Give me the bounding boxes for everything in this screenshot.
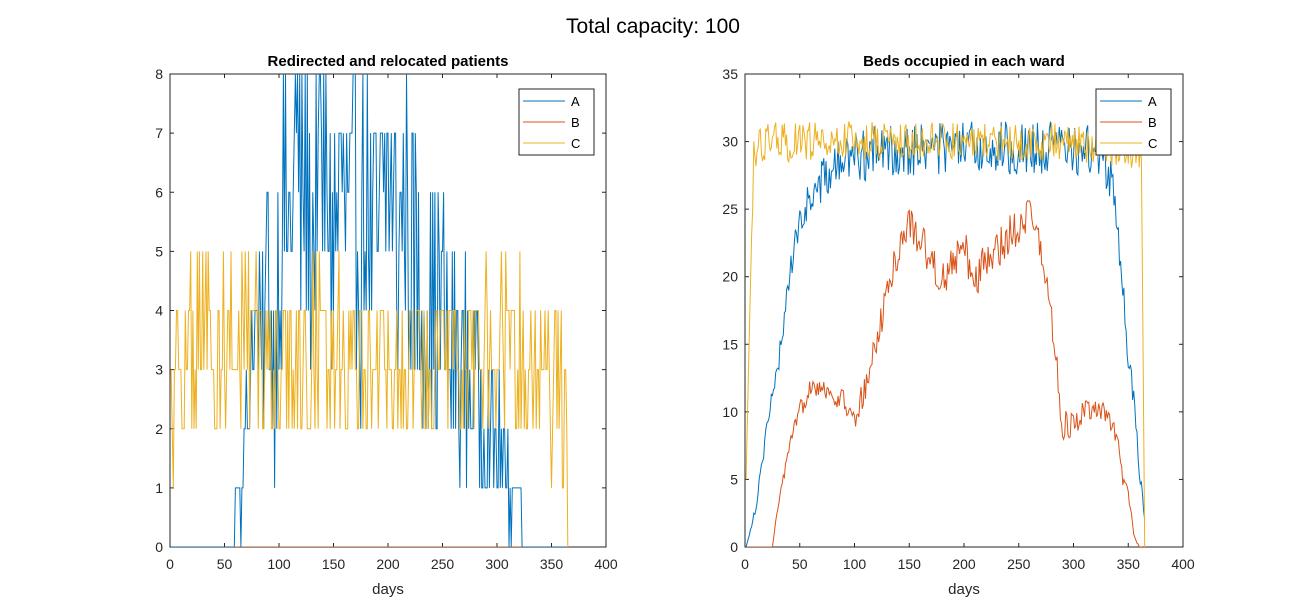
x-tick-label: 150 <box>322 556 346 572</box>
x-tick-label: 400 <box>594 556 618 572</box>
x-tick-label: 100 <box>843 556 867 572</box>
legend-label-a: A <box>1148 94 1157 109</box>
x-tick-label: 300 <box>485 556 509 572</box>
chart-title-redirected: Redirected and relocated patients <box>268 53 509 70</box>
legend: ABC <box>518 88 595 156</box>
y-tick-label: 2 <box>155 421 163 437</box>
x-tick-label: 50 <box>217 556 233 572</box>
y-tick-label: 0 <box>730 539 738 555</box>
x-tick-label: 150 <box>898 556 922 572</box>
y-tick-label: 30 <box>722 134 738 150</box>
x-tick-label: 200 <box>952 556 976 572</box>
figure-suptitle: Total capacity: 100 <box>566 15 740 38</box>
chart-beds-occupied: Beds occupied in each ward days 0 50 100 15… <box>722 53 1194 598</box>
y-tick-label: 20 <box>722 269 738 285</box>
x-tick-label: 250 <box>1007 556 1031 572</box>
series-line-b <box>746 200 1145 547</box>
y-tick-label: 8 <box>155 66 163 82</box>
x-tick-label: 50 <box>792 556 808 572</box>
x-tick-label: 200 <box>376 556 400 572</box>
series-line-a <box>745 121 1146 547</box>
x-tick-label: 0 <box>741 556 749 572</box>
chart-title-beds: Beds occupied in each ward <box>863 53 1065 70</box>
y-tick-label: 25 <box>722 201 738 217</box>
legend-label-a: A <box>571 94 580 109</box>
x-tick-label: 100 <box>267 556 291 572</box>
legend: ABC <box>1095 88 1172 156</box>
y-tick-label: 0 <box>155 539 163 555</box>
y-tick-label: 4 <box>155 303 163 319</box>
x-tick-label: 400 <box>1171 556 1195 572</box>
x-tick-label: 250 <box>431 556 455 572</box>
y-tick-label: 6 <box>155 184 163 200</box>
y-tick-label: 3 <box>155 362 163 378</box>
y-tick-label: 5 <box>730 471 738 487</box>
series-line-c <box>170 251 569 547</box>
y-tick-label: 15 <box>722 336 738 352</box>
y-tick-label: 1 <box>155 480 163 496</box>
x-axis-label-redirected: days <box>372 581 404 598</box>
x-tick-label: 350 <box>1117 556 1141 572</box>
legend-label-b: B <box>1148 115 1157 130</box>
legend-label-c: C <box>1148 136 1157 151</box>
x-tick-label: 350 <box>540 556 564 572</box>
x-tick-label: 300 <box>1062 556 1086 572</box>
y-tick-label: 5 <box>155 243 163 259</box>
y-tick-label: 7 <box>155 125 163 141</box>
y-tick-label: 10 <box>722 404 738 420</box>
x-axis-label-beds: days <box>948 581 980 598</box>
x-tick-label: 0 <box>166 556 174 572</box>
series-line-c <box>745 121 1146 547</box>
legend-label-c: C <box>571 136 580 151</box>
chart-redirected-relocated: Redirected and relocated patients days 0… <box>155 53 618 598</box>
legend-label-b: B <box>571 115 580 130</box>
y-tick-label: 35 <box>722 66 738 82</box>
